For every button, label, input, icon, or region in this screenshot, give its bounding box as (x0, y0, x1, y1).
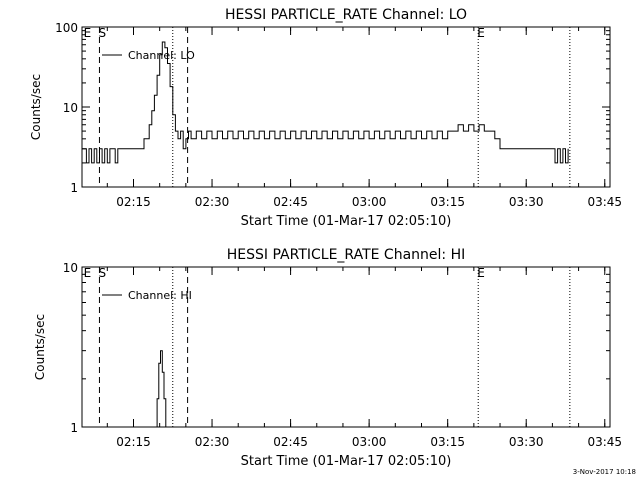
x-tick-label: 03:30 (509, 195, 544, 209)
legend-label: Channel: HI (128, 289, 192, 302)
x-tick-label: 02:15 (116, 435, 151, 449)
x-tick-label: 03:00 (352, 435, 387, 449)
x-tick-label: 02:30 (195, 195, 230, 209)
series-line-hi (155, 350, 167, 428)
event-marker-label: E (84, 266, 92, 280)
plot-frame (81, 266, 611, 428)
x-tick-label: 02:30 (195, 435, 230, 449)
event-marker-label: S (98, 26, 106, 40)
x-axis-label: Start Time (01-Mar-17 02:05:10) (241, 454, 452, 469)
chart-title: HESSI PARTICLE_RATE Channel: LO (225, 7, 467, 23)
legend-label: Channel: LO (128, 49, 195, 62)
chart-title: HESSI PARTICLE_RATE Channel: HI (227, 247, 465, 263)
y-tick-label: 1 (70, 181, 78, 195)
y-tick-label: 1 (70, 421, 78, 435)
x-tick-label: 02:45 (273, 195, 308, 209)
y-tick-label: 100 (55, 21, 78, 35)
x-tick-label: 03:45 (587, 195, 622, 209)
x-tick-label: 02:45 (273, 435, 308, 449)
x-tick-label: 03:15 (430, 435, 465, 449)
y-tick-label: 10 (63, 261, 78, 275)
series-line-lo (82, 41, 569, 164)
x-tick-label: 03:15 (430, 195, 465, 209)
y-tick-label: 10 (63, 101, 78, 115)
event-marker-label: E (477, 266, 485, 280)
event-marker-label: E (84, 26, 92, 40)
event-marker-label: E (477, 26, 485, 40)
x-tick-label: 03:45 (587, 435, 622, 449)
x-tick-label: 02:15 (116, 195, 151, 209)
panel-hi: HESSI PARTICLE_RATE Channel: HI 02:15 02:3… (33, 247, 622, 469)
y-axis-label: Counts/sec (33, 314, 47, 380)
x-tick-label: 03:30 (509, 435, 544, 449)
x-axis-label: Start Time (01-Mar-17 02:05:10) (241, 214, 452, 229)
event-marker-label: S (98, 266, 106, 280)
x-tick-label: 03:00 (352, 195, 387, 209)
footer-timestamp: 3-Nov-2017 10:18 (573, 468, 636, 476)
panel-lo: HESSI PARTICLE_RATE Channel: LO 02:15 02:3… (29, 7, 622, 229)
y-axis-label: Counts/sec (29, 74, 43, 140)
